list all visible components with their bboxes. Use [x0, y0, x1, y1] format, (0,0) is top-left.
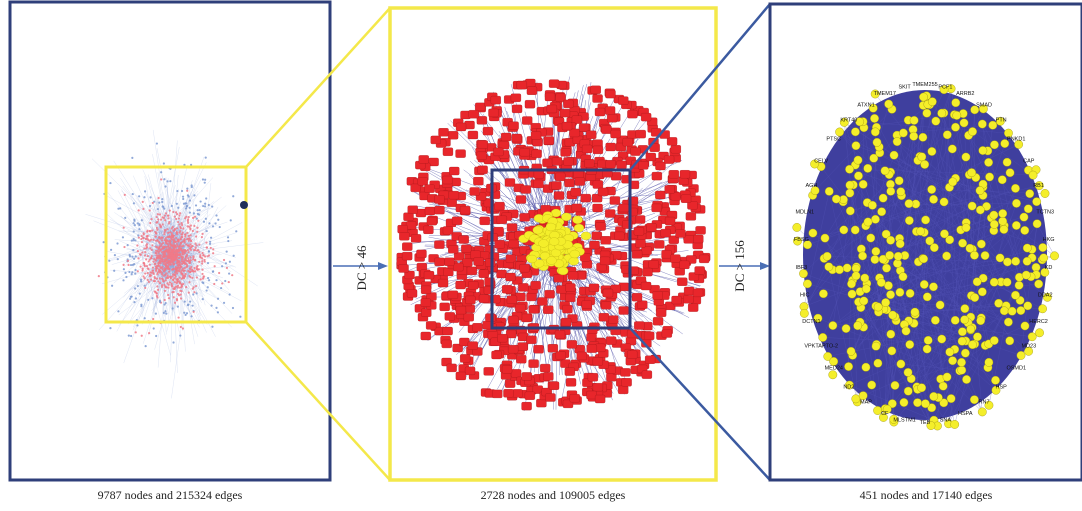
filter-arrow-1: DC > 46: [333, 245, 388, 290]
node-label: MDLN1: [795, 210, 814, 216]
node-label: HSPA: [958, 411, 973, 417]
node-label: IBF3: [796, 265, 808, 271]
core-selection-box: [490, 168, 632, 330]
node-label: SNA: [940, 418, 952, 424]
node-label: PTN: [996, 118, 1007, 124]
zoom-line-bottom: [245, 321, 391, 481]
node-label: RN7: [979, 400, 990, 406]
panel-caption-full: 9787 nodes and 215324 edges: [97, 488, 243, 502]
node-label: MAP: [860, 400, 872, 406]
node-label: DCTN1: [802, 319, 820, 325]
arrow-label-2: DC > 156: [732, 240, 747, 292]
node-label: SMAD: [976, 102, 992, 108]
node-label: HERC2: [1029, 319, 1048, 325]
node-label: PTSC: [826, 137, 841, 143]
filtered-network-panel: [388, 6, 718, 482]
node-label: MED24: [825, 365, 843, 371]
node-label: ARRB2: [956, 91, 974, 97]
node-label: AGH: [805, 183, 817, 189]
node-label: FBSG: [794, 237, 809, 243]
arrow-label-1: DC > 46: [354, 245, 369, 290]
node-label: TMEM255: [912, 82, 937, 88]
zoom-line-bottom-2: [629, 327, 771, 481]
anchor-node: [240, 201, 248, 209]
node-label: KD: [1045, 265, 1053, 271]
node-label: MD23: [1021, 343, 1036, 349]
full-network-panel: [8, 0, 332, 482]
node-label: MLSTM1: [893, 418, 915, 424]
panel-caption-core: 451 nodes and 17140 edges: [859, 488, 993, 502]
node-label: ATXN1: [857, 102, 874, 108]
filter-arrow-2: DC > 156: [719, 240, 770, 292]
node-label: KRT40: [840, 118, 857, 124]
zoom-line-top: [245, 7, 391, 168]
node-label: ND2: [843, 384, 854, 390]
node-label: OSMD1: [1006, 365, 1026, 371]
full-network-nodes: [97, 142, 242, 348]
node-label: VPKTAPTO-2: [804, 343, 838, 349]
node-label: HSP: [996, 384, 1008, 390]
node-label: TEB: [920, 420, 931, 426]
node-label: RB1: [1033, 183, 1044, 189]
node-label: TCTN3: [1036, 210, 1054, 216]
node-label: CELV: [814, 159, 828, 165]
node-label: PCF1: [938, 84, 952, 90]
core-network-nodes: [792, 84, 1059, 431]
node-label: HKG: [1043, 237, 1055, 243]
core-nodes: [518, 208, 592, 276]
node-label: SKIT: [898, 84, 911, 90]
node-label: TMEM17: [874, 91, 896, 97]
selection-box: [104, 165, 248, 324]
node-label: HIC: [800, 292, 810, 298]
panel-caption-filtered: 2728 nodes and 109005 edges: [480, 488, 626, 502]
node-label: DDA2: [1038, 292, 1053, 298]
node-label: CF: [881, 411, 889, 417]
zoom-line-top-2: [629, 3, 771, 171]
node-label: PNKD1: [1007, 137, 1025, 143]
node-label: CAP: [1023, 159, 1035, 165]
